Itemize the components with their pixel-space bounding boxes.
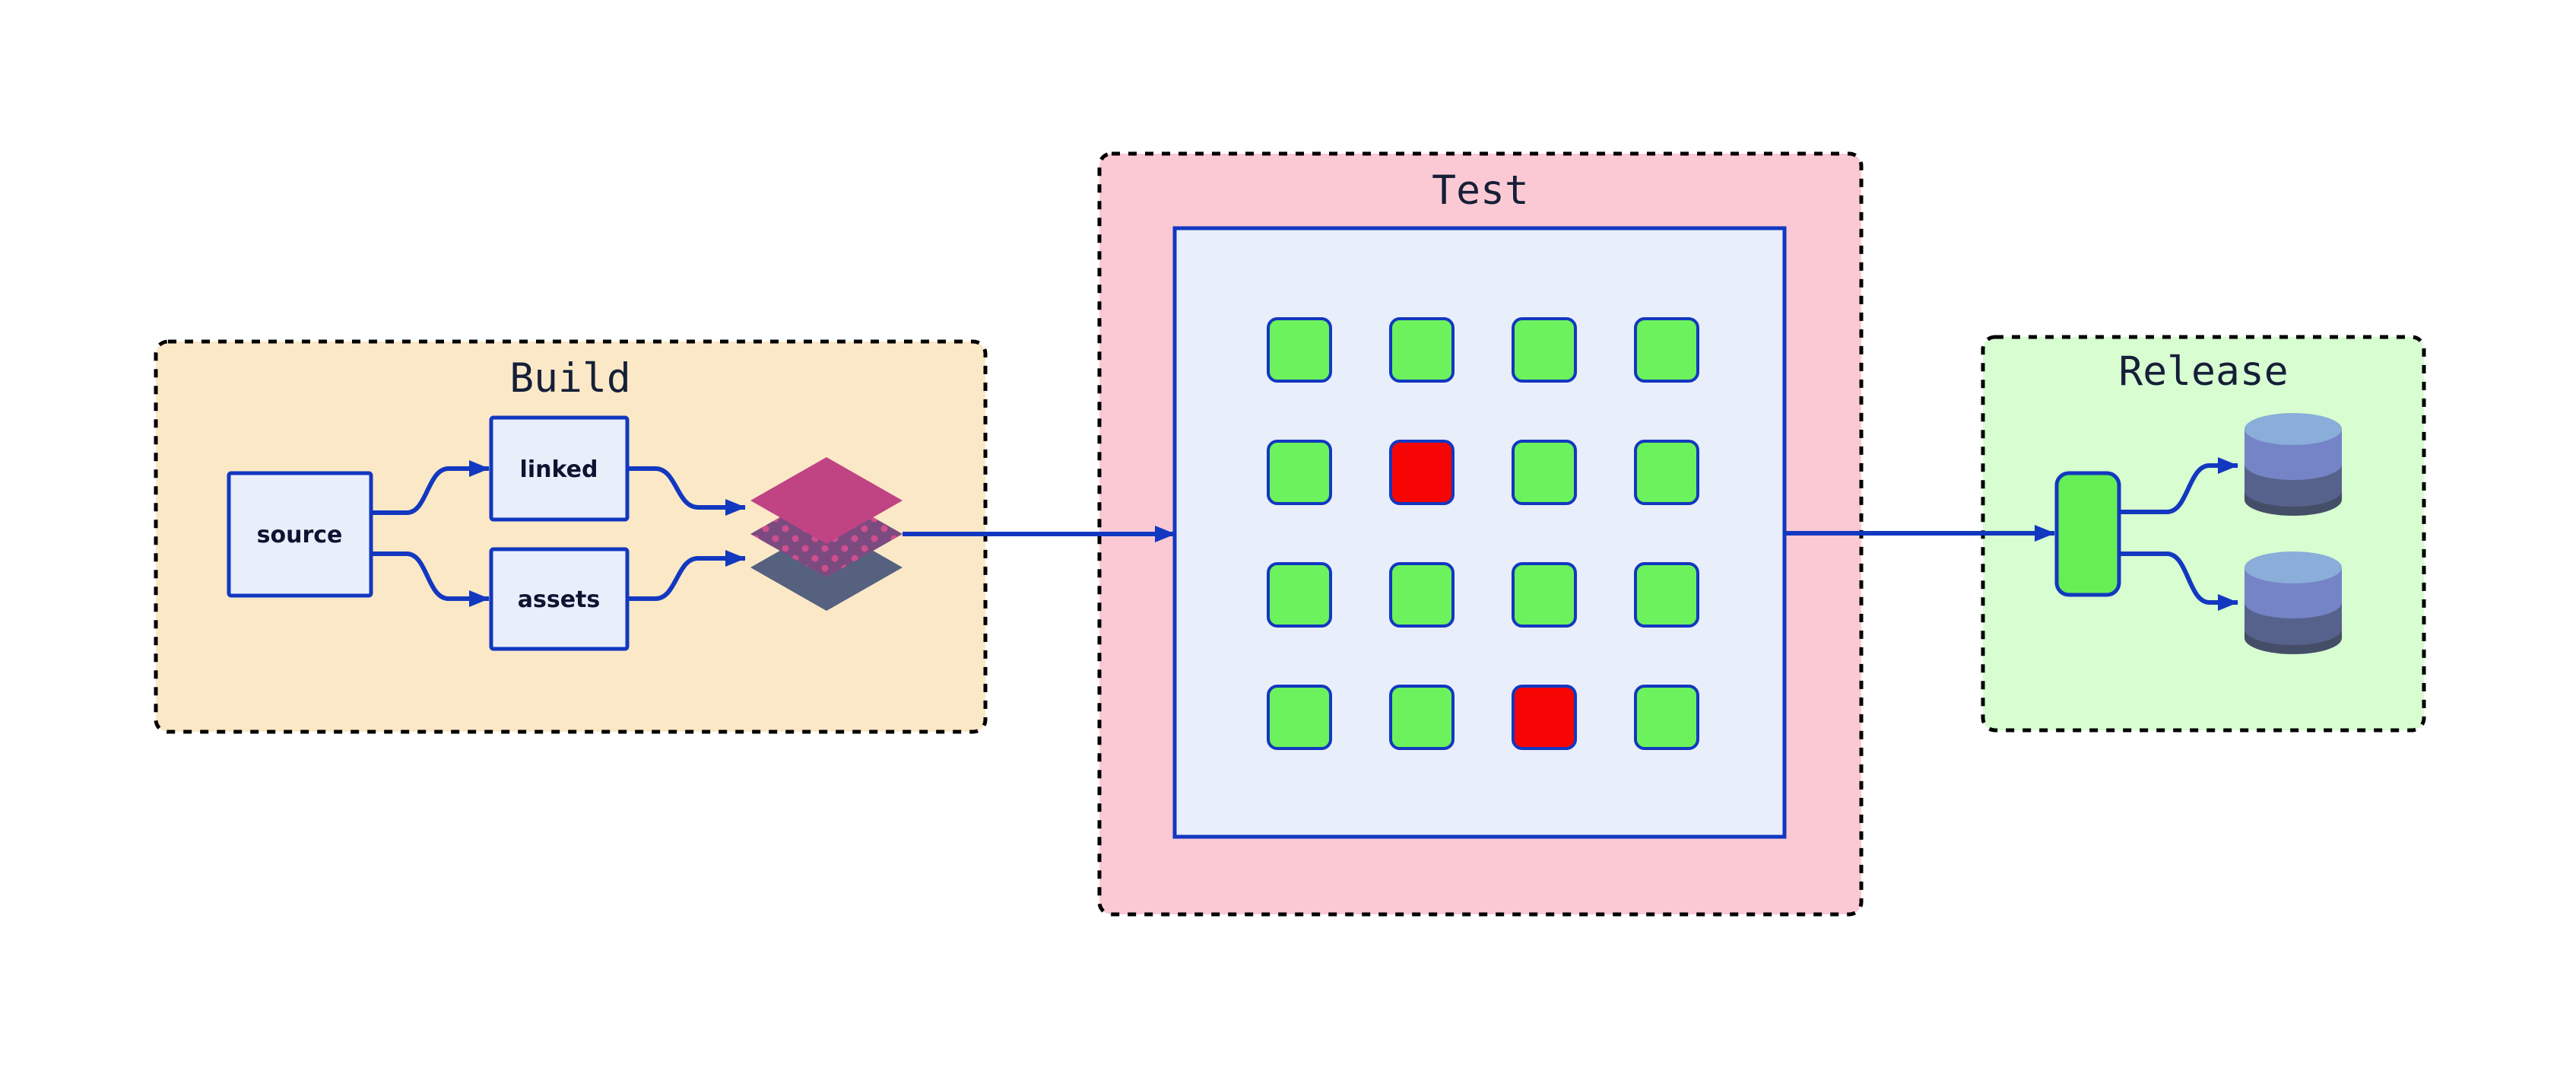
test-group-title: Test	[1432, 167, 1529, 214]
test-cell-pass	[1634, 440, 1699, 505]
edge-source-assets	[371, 551, 490, 607]
database-icon	[2244, 413, 2342, 516]
test-cell-pass	[1267, 562, 1332, 628]
layers-top-diamond	[750, 457, 903, 544]
build-group-title: Build	[509, 355, 631, 402]
database-1-top	[2244, 413, 2342, 445]
edge-assets-artifact	[627, 550, 746, 601]
test-cell-pass	[1389, 685, 1455, 750]
source-node	[227, 471, 373, 598]
test-cell-pass	[1389, 562, 1455, 628]
database-2-top	[2244, 551, 2342, 583]
edges	[371, 457, 2238, 611]
test-cell-pass	[1267, 440, 1332, 505]
test-group: Test	[1097, 151, 1864, 917]
edge-linked-artifact	[627, 466, 746, 516]
test-cell-pass	[1267, 685, 1332, 750]
deploy-node	[2054, 471, 2121, 597]
test-cell-fail	[1389, 440, 1455, 505]
linked-node-label: linked	[520, 456, 598, 483]
edge-deploy-database-2	[2119, 551, 2238, 611]
test-cell-pass	[1634, 562, 1699, 628]
release-group-title: Release	[2118, 348, 2288, 395]
build-group-border	[154, 339, 988, 734]
test-cell-pass	[1634, 685, 1699, 750]
test-result-grid	[1267, 317, 1699, 750]
release-group: Release	[1981, 335, 2426, 733]
test-cell-pass	[1267, 317, 1332, 383]
edge-deploy-database-1	[2119, 457, 2238, 514]
edge-source-linked	[371, 460, 490, 515]
test-cell-pass	[1512, 562, 1577, 628]
source-node-label: source	[257, 522, 343, 548]
test-cell-fail	[1512, 685, 1577, 750]
test-cell-pass	[1512, 317, 1577, 383]
test-cell-pass	[1634, 317, 1699, 383]
test-cell-pass	[1512, 440, 1577, 505]
test-cell-pass	[1389, 317, 1455, 383]
layers-stack-icon	[750, 457, 903, 611]
build-group: Build source linked assets	[154, 339, 988, 734]
database-icon	[2244, 551, 2342, 654]
assets-node-label: assets	[518, 586, 601, 613]
